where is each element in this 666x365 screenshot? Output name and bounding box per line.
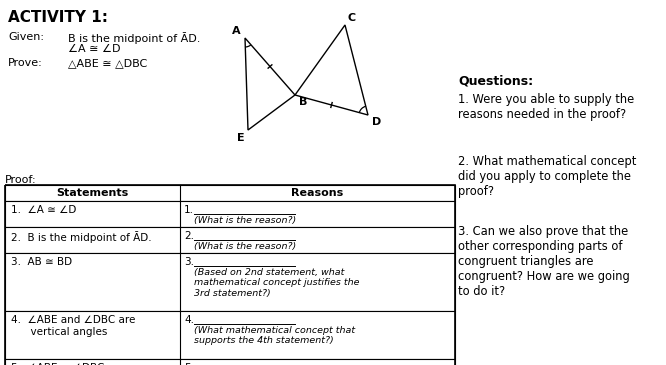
Text: 3.: 3.	[184, 257, 194, 267]
Text: 1.: 1.	[184, 205, 194, 215]
Text: B: B	[299, 97, 308, 107]
Bar	[5, 227, 455, 253]
Text: Prove:: Prove:	[8, 58, 43, 68]
Text: E: E	[237, 133, 245, 143]
Text: 2.: 2.	[184, 231, 194, 241]
Text: C: C	[348, 13, 356, 23]
Text: 4.  ∠ABE and ∠DBC are
      vertical angles: 4. ∠ABE and ∠DBC are vertical angles	[11, 315, 135, 337]
Text: 1. Were you able to supply the
reasons needed in the proof?: 1. Were you able to supply the reasons n…	[458, 93, 634, 121]
Text: B is the midpoint of ĀD.: B is the midpoint of ĀD.	[68, 32, 200, 44]
Text: Questions:: Questions:	[458, 75, 533, 88]
Text: 4.: 4.	[184, 315, 194, 325]
Text: (Based on 2nd statement, what
mathematical concept justifies the
3rd statement?): (Based on 2nd statement, what mathematic…	[194, 268, 360, 298]
Bar	[5, 359, 455, 365]
Bar	[5, 185, 455, 365]
Text: ACTIVITY 1:: ACTIVITY 1:	[8, 10, 108, 25]
Text: △ABE ≅ △DBC: △ABE ≅ △DBC	[68, 58, 147, 68]
Bar	[5, 201, 455, 227]
Bar	[5, 311, 455, 359]
Text: (What is the reason?): (What is the reason?)	[194, 242, 296, 251]
Text: (What mathematical concept that
supports the 4th statement?): (What mathematical concept that supports…	[194, 326, 355, 345]
Text: 2.  B is the midpoint of ĀD.: 2. B is the midpoint of ĀD.	[11, 231, 152, 243]
Text: (What is the reason?): (What is the reason?)	[194, 216, 296, 225]
Text: ∠A ≅ ∠D: ∠A ≅ ∠D	[68, 44, 121, 54]
Text: Given:: Given:	[8, 32, 44, 42]
Text: Reasons: Reasons	[292, 188, 344, 198]
Text: D: D	[372, 117, 381, 127]
Bar	[5, 185, 455, 201]
Text: A: A	[232, 26, 241, 36]
Text: 3.  AB ≅ BD: 3. AB ≅ BD	[11, 257, 72, 267]
Bar	[5, 253, 455, 311]
Text: 5.: 5.	[184, 363, 194, 365]
Text: 3. Can we also prove that the
other corresponding parts of
congruent triangles a: 3. Can we also prove that the other corr…	[458, 225, 630, 298]
Text: 1.  ∠A ≅ ∠D: 1. ∠A ≅ ∠D	[11, 205, 77, 215]
Text: 2. What mathematical concept
did you apply to complete the
proof?: 2. What mathematical concept did you app…	[458, 155, 637, 198]
Text: 5.  ∠ABE ≅ ∠DBC: 5. ∠ABE ≅ ∠DBC	[11, 363, 105, 365]
Text: Proof:: Proof:	[5, 175, 37, 185]
Text: Statements: Statements	[57, 188, 129, 198]
